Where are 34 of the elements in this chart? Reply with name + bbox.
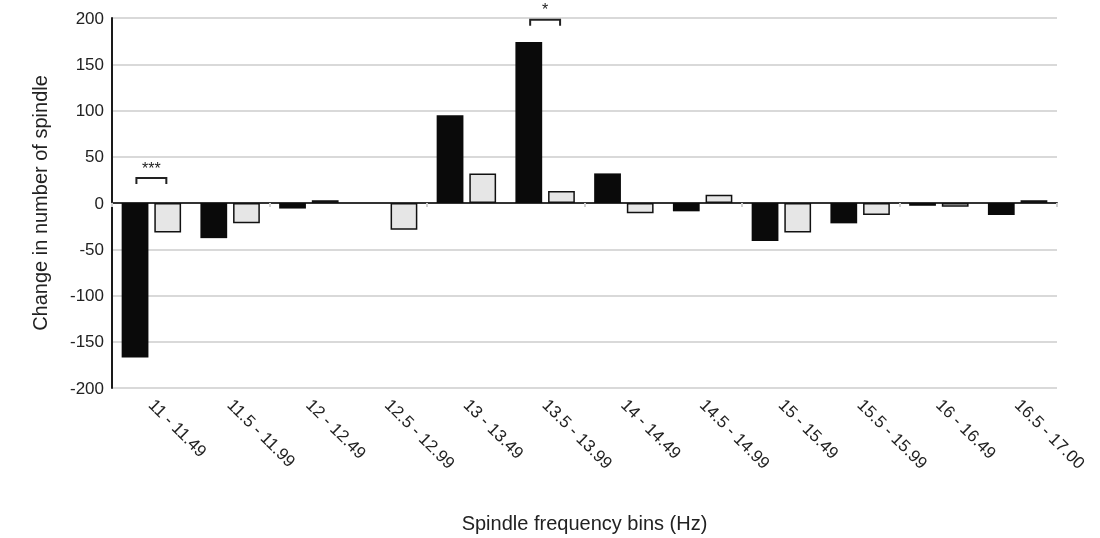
y-tick-label: -100 <box>69 286 104 305</box>
y-axis-title: Change in number of spindle <box>29 75 51 331</box>
y-tick-label: 200 <box>75 8 104 28</box>
bar <box>548 190 575 203</box>
bar <box>863 203 890 216</box>
y-tick-label: -50 <box>79 239 104 259</box>
y-tick-label: -150 <box>69 332 104 352</box>
bar <box>279 203 306 209</box>
bar <box>233 203 260 224</box>
bar <box>751 203 779 241</box>
annotation: *** <box>142 159 161 177</box>
x-axis-title: Spindle frequency bins (Hz) <box>461 512 708 534</box>
bar <box>515 42 543 203</box>
y-tick-label: 0 <box>94 193 104 213</box>
bar <box>154 203 182 233</box>
bar <box>436 115 464 203</box>
bar <box>200 203 228 239</box>
bar <box>121 203 149 358</box>
bar <box>941 203 969 207</box>
bar <box>672 203 700 212</box>
bar <box>705 194 733 203</box>
bar <box>784 203 812 233</box>
text: * <box>542 1 549 19</box>
bar <box>594 173 621 203</box>
y-tick-label: 100 <box>75 101 104 120</box>
y-tick-label: 150 <box>75 54 104 74</box>
y-tick-label: -200 <box>69 378 104 398</box>
bar <box>909 203 936 206</box>
bar <box>987 203 1015 216</box>
bar <box>390 203 418 230</box>
bar <box>830 203 858 224</box>
y-tick-label: 50 <box>85 147 104 167</box>
bar <box>469 173 497 203</box>
bar <box>626 203 654 214</box>
